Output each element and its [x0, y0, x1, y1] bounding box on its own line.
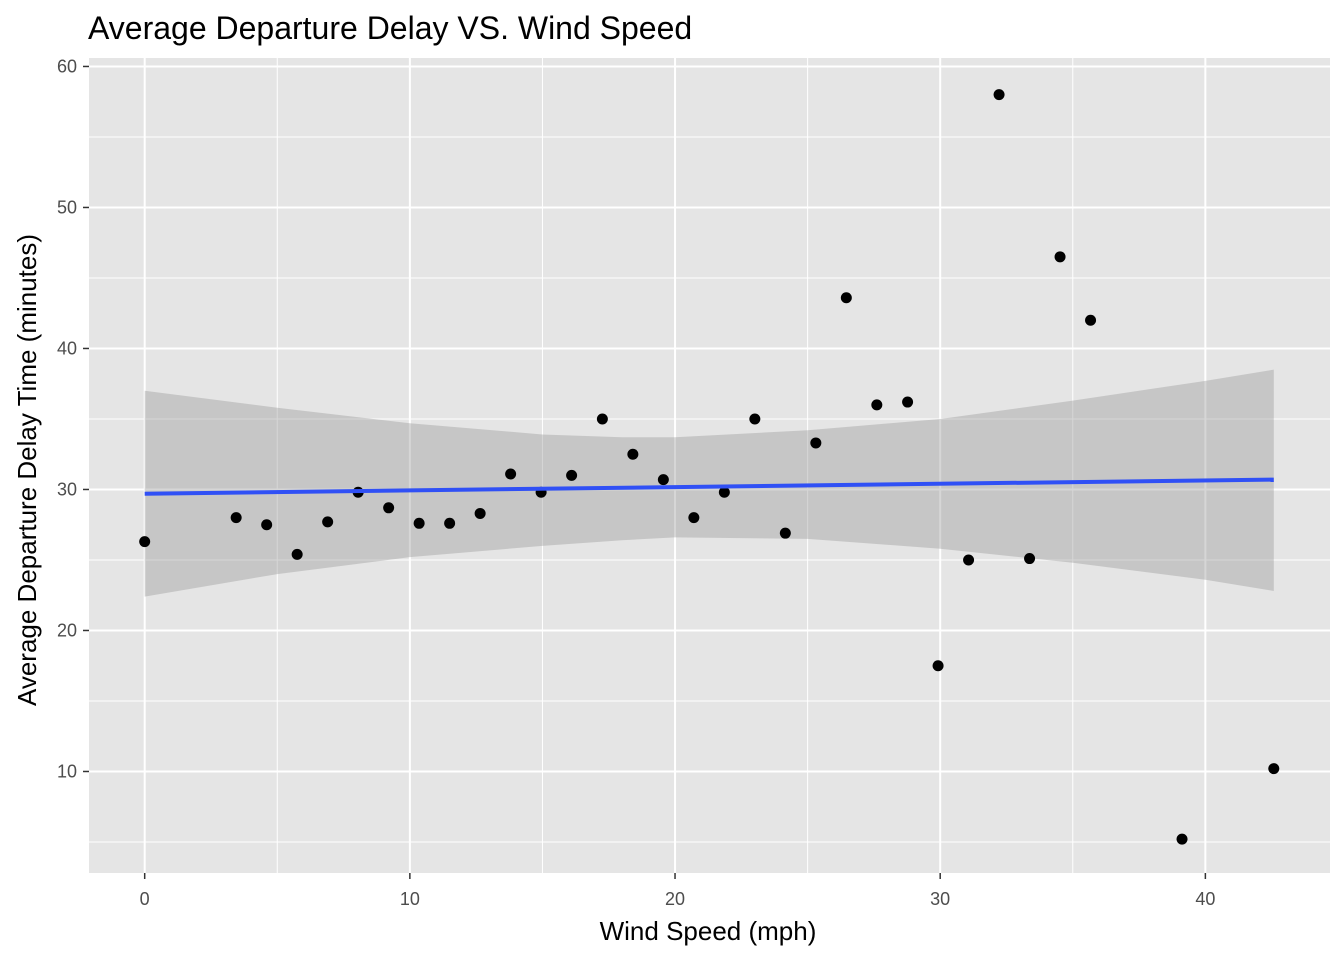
confidence-band [144, 369, 1274, 597]
trend-line [144, 477, 1274, 496]
data-point [963, 554, 975, 566]
data-point [810, 437, 822, 449]
data-point [932, 660, 944, 672]
y-axis: 10 20 30 40 50 60 [57, 56, 89, 781]
data-point [566, 469, 578, 481]
x-axis-title: Wind Speed (mph) [600, 916, 817, 946]
data-point [688, 512, 700, 524]
data-point [383, 502, 395, 514]
data-point [718, 486, 730, 498]
data-point [1085, 314, 1097, 326]
data-point [1176, 833, 1188, 845]
data-point [902, 396, 914, 408]
data-point [505, 468, 517, 480]
x-axis: 0 10 20 30 40 [140, 873, 1215, 909]
data-point [1268, 763, 1280, 775]
data-point [657, 474, 669, 486]
data-point [139, 536, 151, 548]
y-tick-label: 40 [57, 338, 77, 358]
major-gridlines [89, 58, 1330, 873]
y-axis-title: Average Departure Delay Time (minutes) [12, 234, 42, 706]
y-tick-label: 10 [57, 761, 77, 781]
data-point [627, 448, 639, 460]
data-point [871, 399, 883, 411]
data-point [840, 292, 852, 304]
trend-line-layer [144, 477, 1274, 496]
data-point [596, 413, 608, 425]
data-point [322, 516, 334, 528]
y-tick-label: 50 [57, 197, 77, 217]
data-point [1024, 553, 1036, 565]
data-point [413, 517, 425, 529]
data-point [1054, 251, 1066, 263]
y-tick-label: 30 [57, 479, 77, 499]
confidence-band-layer [144, 369, 1274, 597]
data-point [993, 89, 1005, 101]
y-tick-label: 60 [57, 56, 77, 76]
data-point [444, 517, 456, 529]
data-point [230, 512, 242, 524]
data-point [261, 519, 273, 531]
data-point [291, 548, 303, 560]
data-point [749, 413, 761, 425]
x-tick-label: 0 [140, 889, 150, 909]
x-tick-label: 20 [665, 889, 685, 909]
plot-panel [89, 58, 1330, 873]
data-point [779, 527, 791, 539]
chart-title: Average Departure Delay VS. Wind Speed [88, 10, 692, 46]
minor-gridlines [89, 58, 1330, 873]
data-point [474, 507, 486, 519]
x-tick-label: 30 [930, 889, 950, 909]
x-tick-label: 40 [1195, 889, 1215, 909]
x-tick-label: 10 [400, 889, 420, 909]
y-tick-label: 20 [57, 620, 77, 640]
